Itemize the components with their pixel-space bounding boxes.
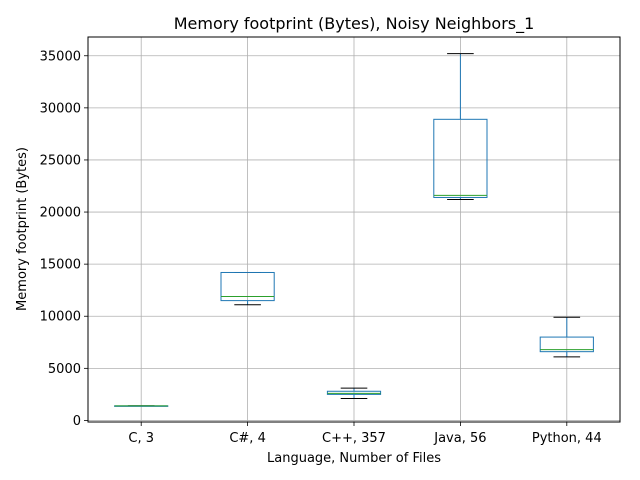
y-tick-label: 20000 xyxy=(40,206,81,221)
grid-lines xyxy=(88,37,620,422)
box-0 xyxy=(114,405,169,407)
box-1 xyxy=(220,271,275,306)
y-tick-label: 30000 xyxy=(40,101,81,116)
x-tick-label: C, 3 xyxy=(128,431,154,446)
y-tick-label: 5000 xyxy=(48,362,81,377)
x-tick-label: Python, 44 xyxy=(532,431,602,446)
y-tick-label: 0 xyxy=(73,414,81,429)
chart-title: Memory footprint (Bytes), Noisy Neighbor… xyxy=(174,14,535,34)
box-rect xyxy=(326,390,382,395)
y-tick-label: 10000 xyxy=(40,310,81,325)
y-axis-title: Memory footprint (Bytes) xyxy=(15,147,30,311)
box-rect xyxy=(433,118,488,198)
box-rect xyxy=(220,271,275,302)
y-tick-label: 25000 xyxy=(40,153,81,168)
box-2 xyxy=(326,387,382,400)
x-axis-title: Language, Number of Files xyxy=(267,451,441,466)
box-4 xyxy=(539,316,594,358)
y-tick-label: 35000 xyxy=(40,49,81,64)
x-axis-ticks: C, 3 C#, 4 C++, 357 Java, 56 Python, 44 xyxy=(128,422,602,446)
boxes xyxy=(114,53,594,407)
y-axis-ticks: 0 5000 10000 15000 20000 25000 30000 35000 xyxy=(40,49,88,429)
x-tick-label: C#, 4 xyxy=(229,431,266,446)
y-tick-label: 15000 xyxy=(40,258,81,273)
box-3 xyxy=(433,53,488,201)
x-tick-label: Java, 56 xyxy=(433,431,486,446)
box-rect xyxy=(539,336,594,353)
x-tick-label: C++, 357 xyxy=(322,431,386,446)
